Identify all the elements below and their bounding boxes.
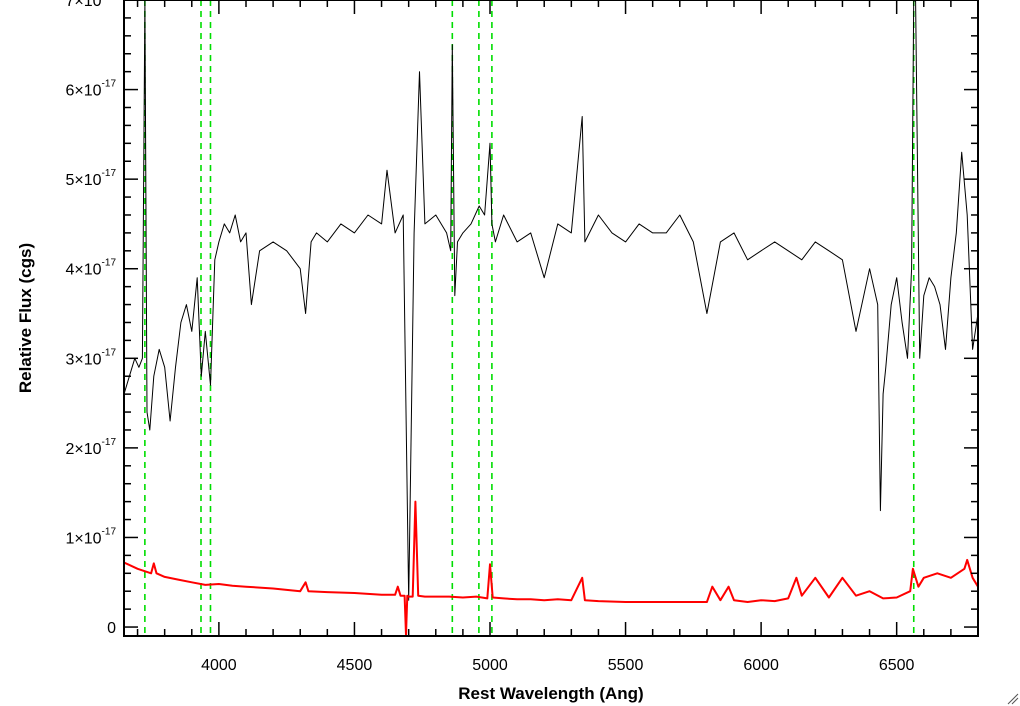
error-spectrum-line: [123, 500, 979, 636]
y-tick-label: 3×10-17: [66, 347, 117, 368]
y-tick-label: 0: [107, 620, 116, 637]
y-tick-label: 4×10-17: [66, 258, 117, 279]
y-tick-label: 5×10-17: [66, 168, 117, 189]
x-tick-label-6000: 6000: [743, 657, 779, 674]
x-axis-label: Rest Wavelength (Ang): [458, 684, 643, 703]
spectrum-series: [123, 0, 979, 636]
y-tick-label: 7×10-17: [66, 0, 117, 10]
y-axis-ticks: 0 1×10-17 2×10-17 3×10-17 4×10-17 5×10-17 6×10…: [66, 0, 978, 637]
galaxy-spectrum-line: [123, 0, 979, 601]
x-tick-label-5000: 5000: [472, 657, 508, 674]
y-tick-label: 1×10-17: [66, 526, 117, 547]
resize-grip-icon[interactable]: [1007, 693, 1019, 705]
y-tick-label: 2×10-17: [66, 437, 117, 458]
plot-frame: [123, 0, 979, 637]
y-tick-label: 6×10-17: [66, 79, 117, 100]
x-tick-label-5500: 5500: [608, 657, 644, 674]
x-tick-label-6500: 6500: [879, 657, 915, 674]
x-axis-ticks: 4000 4500 5000 5500 6000 6500: [136, 0, 979, 674]
x-tick-label-4500: 4500: [337, 657, 373, 674]
y-axis-label: Relative Flux (cgs): [16, 243, 35, 393]
x-tick-label-4000: 4000: [201, 657, 237, 674]
emission-line-markers: [144, 0, 915, 636]
